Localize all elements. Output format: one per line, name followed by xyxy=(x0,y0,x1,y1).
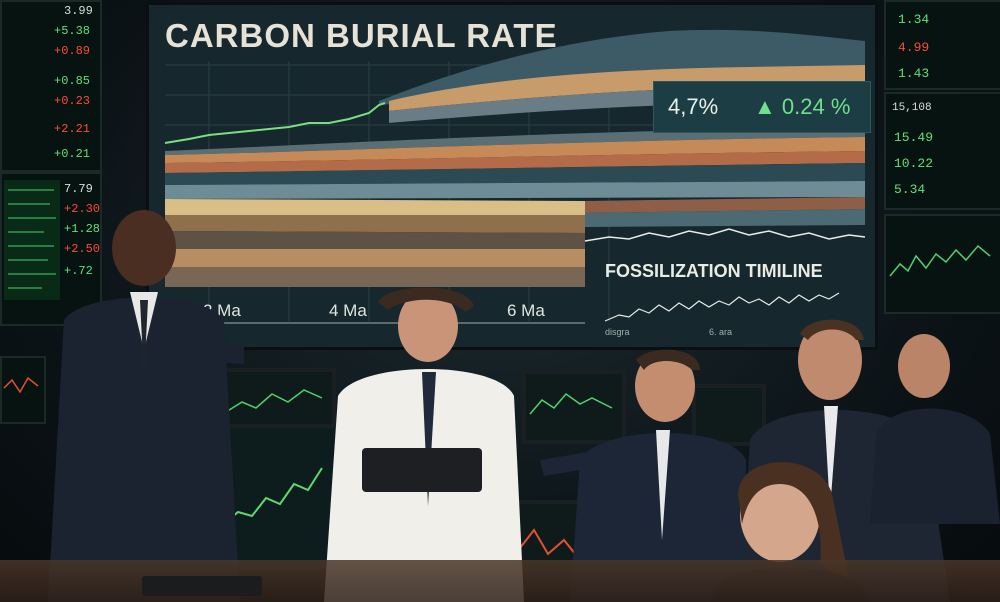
ticker-value: +0.23 xyxy=(54,94,91,108)
ticker-value: +1.28 xyxy=(64,222,101,236)
ticker-value: 7.79 xyxy=(64,182,93,196)
left-ticker-panel-lower: 7.79 +2.30 +1.28 +2.50 +.72 xyxy=(0,172,102,326)
ticker-value: +.72 xyxy=(64,264,93,278)
right-line-chart xyxy=(889,244,991,277)
ticker-value: 1.43 xyxy=(898,66,930,81)
ticker-value: +0.85 xyxy=(54,74,91,88)
ticker-value: 1.34 xyxy=(898,12,930,27)
strata-chart xyxy=(164,29,866,324)
ticker-value: 5.34 xyxy=(894,182,926,197)
ticker-value: 4.99 xyxy=(898,40,930,55)
ticker-value: 3.99 xyxy=(64,4,93,18)
stat-value: 4,7% xyxy=(668,94,719,119)
fossilization-line xyxy=(584,228,866,242)
ticker-value: +2.30 xyxy=(64,202,101,216)
analyst-white-shirt xyxy=(324,287,524,602)
mini-label: disgra xyxy=(605,327,630,337)
presenter-person xyxy=(48,210,244,602)
ticker-value: +5.38 xyxy=(54,24,91,38)
stat-box: 4,7% ▲ 0.24 % xyxy=(653,81,871,133)
right-chart-panel xyxy=(884,214,1000,314)
ticker-value: 15.49 xyxy=(894,130,934,145)
mini-label: 6. ara xyxy=(709,327,733,337)
right-ticker-panel: 1.34 4.99 1.43 xyxy=(884,0,1000,90)
chart-title: CARBON BURIAL RATE xyxy=(165,17,558,54)
ticker-value: +0.21 xyxy=(54,147,91,161)
timeline-title: FOSSILIZATION TIMILINE xyxy=(605,261,823,281)
fossilization-mini-line xyxy=(604,292,840,322)
analyst-seated-man xyxy=(540,349,750,602)
main-display-screen: CARBON BURIAL RATE 4,7% ▲ 0.24 % 2 Ma 4 … xyxy=(146,2,878,350)
axis-label: 4 Ma xyxy=(329,301,367,320)
right-ticker-panel-mid: 15,108 15.49 10.22 5.34 xyxy=(884,92,1000,210)
ticker-value: 10.22 xyxy=(894,156,934,171)
keyboard xyxy=(142,576,262,596)
ticker-value: 15,108 xyxy=(892,102,932,114)
back-monitor xyxy=(522,370,626,444)
stat-change: ▲ 0.24 % xyxy=(754,94,851,119)
carbon-trend-line xyxy=(164,102,386,144)
left-small-monitor xyxy=(0,356,46,424)
axis-label: 6 Ma xyxy=(507,301,545,320)
analyst-back-right xyxy=(870,334,1000,524)
green-matrix-graphic xyxy=(4,180,60,300)
ticker-value: +2.50 xyxy=(64,242,101,256)
ticker-value: +0.89 xyxy=(54,44,91,58)
left-ticker-panel: 3.99 +5.38 +0.89 +0.85 +0.23 +2.21 +0.21 xyxy=(0,0,102,172)
ticker-value: +2.21 xyxy=(54,122,91,136)
